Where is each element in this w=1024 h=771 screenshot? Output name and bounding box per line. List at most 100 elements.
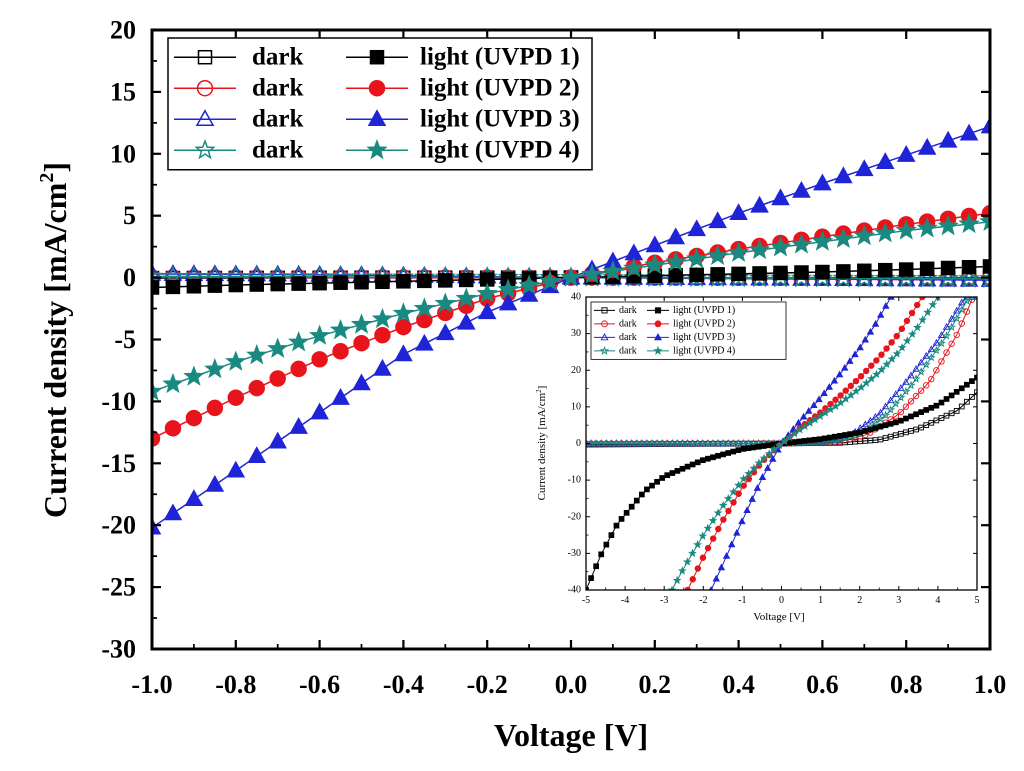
inset-legend-dark-marker-1 [601, 307, 608, 314]
inset-point-light-uvpd-4 [795, 425, 805, 434]
main-point-dark-uvpd-4 [937, 267, 959, 288]
main-point-light-uvpd-3 [373, 358, 392, 376]
inset-point-light-uvpd-1 [725, 450, 732, 456]
inset-point-light-uvpd-3 [820, 389, 828, 397]
inset-point-light-uvpd-1 [903, 415, 909, 422]
inset-legend-dark-marker-2 [601, 320, 608, 328]
inset-point-light-uvpd-1 [791, 439, 798, 445]
main-point-light-uvpd-3 [896, 145, 916, 162]
inset-y-tick-label: 40 [571, 292, 581, 303]
inset-point-dark-uvpd-3 [820, 437, 829, 445]
inset-point-light-uvpd-1 [745, 445, 752, 451]
main-point-light-uvpd-1 [291, 276, 306, 291]
inset-point-light-uvpd-4 [861, 378, 871, 387]
main-point-light-uvpd-1 [165, 279, 181, 295]
main-point-dark-uvpd-4 [152, 265, 163, 286]
main-y-tick-label: -5 [114, 325, 136, 354]
inset-y-axis-title: Current density [mA/cm2] [535, 386, 548, 501]
main-y-tick-label: -25 [101, 573, 136, 602]
inset-x-tick-label: 1 [818, 595, 823, 606]
main-legend-dark-marker-1 [197, 49, 213, 65]
inset-point-light-uvpd-3 [794, 418, 803, 426]
main-point-light-uvpd-2 [248, 379, 265, 397]
main-point-light-uvpd-1 [940, 260, 956, 276]
inset-legend-light-label: light (UVPD 2) [673, 318, 735, 329]
main-y-tick-label: -30 [101, 635, 136, 664]
main-point-light-uvpd-3 [289, 417, 308, 434]
main-point-light-uvpd-3 [917, 137, 937, 155]
inset-point-light-uvpd-2 [857, 372, 865, 380]
inset-point-light-uvpd-3 [841, 363, 849, 371]
main-x-axis-title: Voltage [V] [494, 717, 648, 753]
inset-point-light-uvpd-2 [689, 576, 696, 583]
inset-point-light-uvpd-3 [769, 454, 777, 462]
main-point-light-uvpd-1 [773, 265, 788, 281]
inset-point-light-uvpd-2 [694, 565, 702, 572]
inset-point-light-uvpd-4 [718, 500, 728, 510]
inset-point-light-uvpd-1 [913, 411, 919, 418]
inset-point-dark-uvpd-3 [963, 297, 971, 300]
main-point-light-uvpd-2 [311, 351, 328, 368]
inset-point-light-uvpd-4 [713, 508, 723, 517]
inset-point-light-uvpd-2 [898, 325, 906, 333]
main-series-light-uvpd-4 [152, 210, 990, 401]
inset-point-dark-uvpd-4 [876, 414, 885, 423]
main-point-light-uvpd-1 [249, 277, 264, 292]
inset-point-light-uvpd-2 [878, 351, 885, 358]
main-point-light-uvpd-1 [333, 275, 348, 290]
main-point-light-uvpd-2 [290, 360, 307, 378]
inset-point-dark-uvpd-3 [947, 314, 956, 322]
main-tick-layer: -1.0 -0.8 -0.6 -0.4 -0.2 0.0 0.2 0.4 0.6 0.8 1.0 -3… [101, 16, 1006, 700]
main-point-light-uvpd-3 [394, 344, 413, 362]
inset-legend-dark-label: dark [619, 305, 637, 316]
inset-point-light-uvpd-3 [712, 574, 720, 582]
inset-point-dark-uvpd-2 [953, 331, 960, 339]
inset-point-light-uvpd-4 [744, 468, 754, 478]
inset-point-light-uvpd-1 [720, 451, 726, 458]
inset-point-light-uvpd-3 [805, 406, 813, 414]
inset-point-light-uvpd-2 [888, 339, 895, 346]
main-legend-dark-label: dark [252, 106, 304, 133]
inset-point-light-uvpd-4 [826, 404, 835, 414]
inset-point-light-uvpd-1 [897, 417, 904, 424]
inset-point-dark-uvpd-2 [917, 387, 925, 394]
inset-legend-light-label: light (UVPD 4) [673, 345, 735, 356]
inset-point-light-uvpd-1 [928, 404, 935, 411]
inset-point-light-uvpd-3 [738, 517, 746, 525]
inset-point-light-uvpd-3 [851, 350, 859, 358]
inset-point-light-uvpd-4 [902, 336, 912, 345]
main-point-light-uvpd-3 [152, 517, 162, 535]
inset-point-light-uvpd-1 [852, 430, 858, 437]
inset-point-light-uvpd-1 [816, 436, 823, 443]
inset-point-dark-uvpd-4 [901, 386, 911, 396]
inset-point-dark-uvpd-2 [892, 412, 899, 420]
inset-point-light-uvpd-4 [897, 342, 907, 352]
inset-legend: dark light (UVPD 1) dark light (UVPD 2) dark… [590, 301, 787, 360]
main-point-light-uvpd-4 [811, 230, 834, 251]
main-x-tick-label: -0.2 [467, 670, 508, 699]
main-series-layer [152, 116, 990, 535]
main-point-light-uvpd-4 [204, 357, 226, 379]
main-point-light-uvpd-4 [152, 380, 163, 401]
inset-legend-light-marker-4 [653, 345, 663, 355]
inset-point-light-uvpd-3 [871, 320, 880, 327]
inset-point-light-uvpd-3 [866, 327, 875, 335]
inset-point-light-uvpd-1 [933, 402, 940, 409]
inset-point-light-uvpd-4 [759, 453, 769, 462]
main-point-light-uvpd-4 [476, 282, 498, 303]
inset-point-light-uvpd-1 [963, 381, 970, 388]
inset-point-light-uvpd-4 [739, 474, 749, 483]
main-point-light-uvpd-2 [152, 430, 161, 447]
inset-point-dark-uvpd-4 [896, 392, 906, 402]
inset-point-dark-uvpd-2 [933, 367, 940, 374]
inset-point-dark-uvpd-4 [952, 313, 962, 323]
main-point-light-uvpd-1 [982, 259, 990, 274]
inset-point-light-uvpd-4 [846, 390, 856, 399]
inset-legend-dark-label: dark [619, 345, 637, 356]
inset-point-dark-uvpd-4 [916, 367, 926, 376]
inset-point-light-uvpd-1 [618, 516, 625, 522]
inset-point-dark-uvpd-2 [897, 408, 905, 416]
main-point-light-uvpd-4 [434, 292, 456, 313]
inset-x-tick-label: -5 [582, 595, 590, 606]
inset-point-light-uvpd-4 [667, 585, 677, 590]
